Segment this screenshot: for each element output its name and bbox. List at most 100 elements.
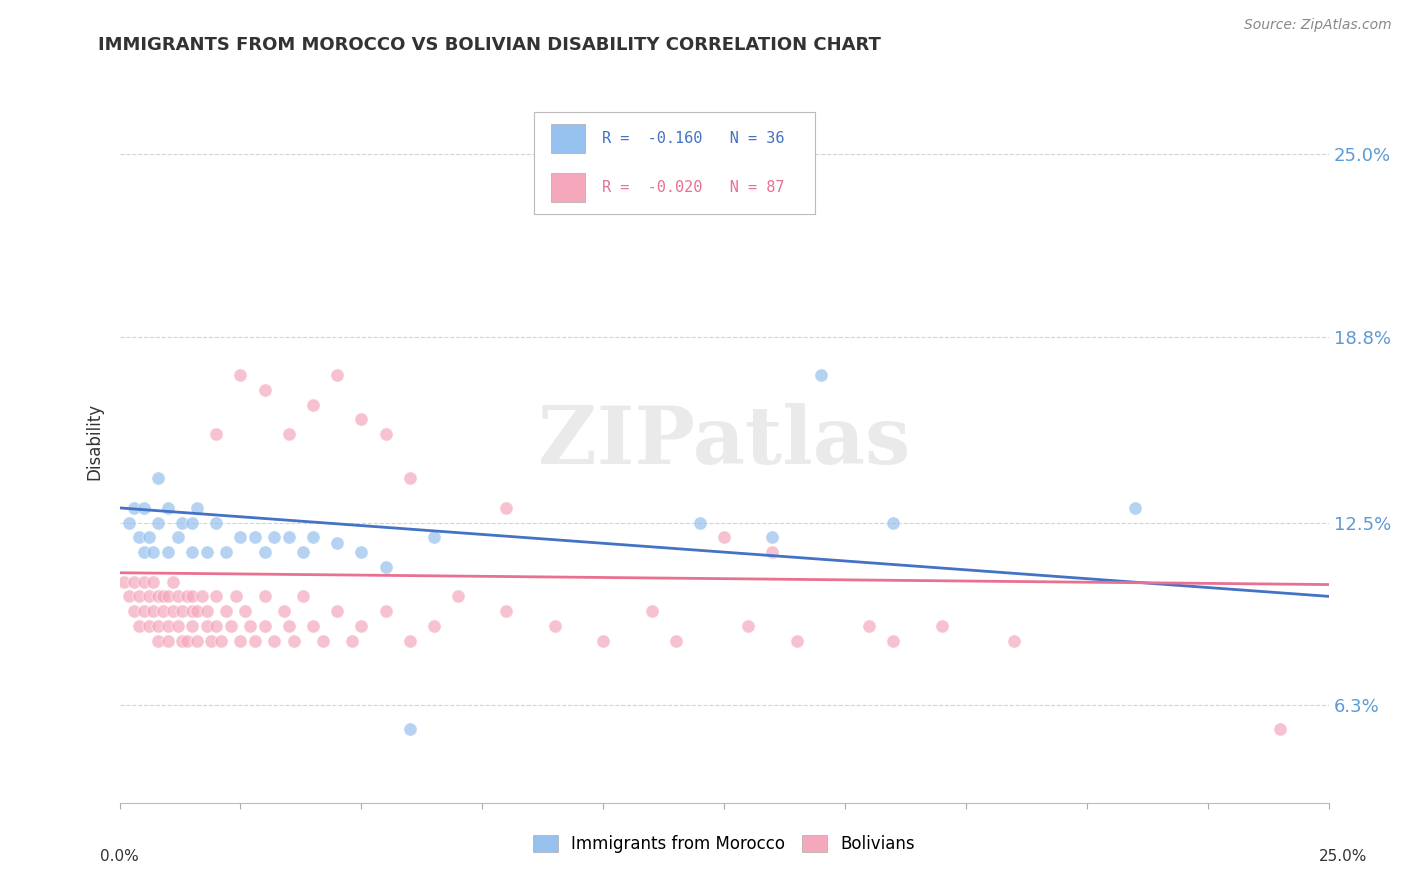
Point bbox=[374, 604, 396, 618]
Point bbox=[128, 590, 150, 604]
Point bbox=[640, 604, 662, 618]
Point bbox=[205, 619, 228, 633]
FancyBboxPatch shape bbox=[551, 173, 585, 202]
Text: ZIPatlas: ZIPatlas bbox=[538, 402, 910, 481]
Text: IMMIGRANTS FROM MOROCCO VS BOLIVIAN DISABILITY CORRELATION CHART: IMMIGRANTS FROM MOROCCO VS BOLIVIAN DISA… bbox=[98, 36, 882, 54]
Point bbox=[225, 590, 247, 604]
Point bbox=[253, 590, 276, 604]
Point bbox=[302, 398, 325, 412]
Point bbox=[374, 427, 396, 442]
Point bbox=[186, 500, 208, 515]
Point bbox=[112, 574, 135, 589]
Point bbox=[761, 545, 783, 559]
Point bbox=[142, 574, 165, 589]
Point bbox=[209, 633, 232, 648]
Point bbox=[243, 530, 266, 544]
Point bbox=[195, 545, 218, 559]
Point bbox=[166, 619, 188, 633]
Point bbox=[122, 500, 145, 515]
Point bbox=[138, 590, 160, 604]
Point bbox=[132, 545, 155, 559]
Point bbox=[239, 619, 262, 633]
Point bbox=[229, 633, 252, 648]
Point bbox=[253, 545, 276, 559]
Point bbox=[190, 590, 212, 604]
Point bbox=[172, 516, 194, 530]
Point bbox=[122, 604, 145, 618]
Text: R =  -0.020   N = 87: R = -0.020 N = 87 bbox=[602, 180, 785, 195]
Point bbox=[205, 516, 228, 530]
Point bbox=[398, 722, 420, 736]
Point bbox=[156, 500, 179, 515]
Point bbox=[181, 545, 204, 559]
Point bbox=[172, 633, 194, 648]
Point bbox=[152, 590, 174, 604]
Point bbox=[858, 619, 880, 633]
Point bbox=[1270, 722, 1292, 736]
Point bbox=[374, 560, 396, 574]
Point bbox=[544, 619, 567, 633]
Point bbox=[398, 471, 420, 485]
Point bbox=[233, 604, 256, 618]
Point bbox=[156, 590, 179, 604]
Text: 0.0%: 0.0% bbox=[100, 849, 139, 863]
Point bbox=[166, 530, 188, 544]
Point bbox=[205, 427, 228, 442]
Point bbox=[181, 516, 204, 530]
Point bbox=[142, 604, 165, 618]
Point bbox=[253, 383, 276, 397]
Point bbox=[152, 604, 174, 618]
Point bbox=[132, 574, 155, 589]
Point bbox=[350, 619, 373, 633]
Point bbox=[810, 368, 832, 383]
Point bbox=[156, 619, 179, 633]
Point bbox=[882, 516, 904, 530]
Point bbox=[277, 530, 299, 544]
Point bbox=[128, 619, 150, 633]
Point bbox=[118, 590, 141, 604]
Point bbox=[148, 633, 170, 648]
Point bbox=[138, 530, 160, 544]
Point bbox=[162, 574, 184, 589]
Point bbox=[162, 604, 184, 618]
Point bbox=[326, 536, 349, 550]
Point bbox=[273, 604, 295, 618]
Point bbox=[326, 368, 349, 383]
Point bbox=[132, 500, 155, 515]
Point bbox=[148, 590, 170, 604]
Point bbox=[350, 412, 373, 426]
Point bbox=[423, 619, 446, 633]
Point bbox=[176, 633, 198, 648]
Point bbox=[302, 530, 325, 544]
Legend: Immigrants from Morocco, Bolivians: Immigrants from Morocco, Bolivians bbox=[526, 828, 922, 860]
Point bbox=[176, 590, 198, 604]
Point bbox=[118, 516, 141, 530]
Point bbox=[340, 633, 363, 648]
Point bbox=[1123, 500, 1146, 515]
Text: 25.0%: 25.0% bbox=[1319, 849, 1367, 863]
Point bbox=[243, 633, 266, 648]
Point bbox=[148, 516, 170, 530]
Point bbox=[172, 604, 194, 618]
Point bbox=[215, 545, 238, 559]
Point bbox=[786, 633, 808, 648]
Point bbox=[263, 633, 285, 648]
Point bbox=[495, 604, 517, 618]
Point bbox=[1002, 633, 1025, 648]
Point bbox=[229, 530, 252, 544]
Point bbox=[132, 604, 155, 618]
Point bbox=[122, 574, 145, 589]
Point bbox=[219, 619, 242, 633]
Point bbox=[200, 633, 222, 648]
Point bbox=[195, 619, 218, 633]
Point bbox=[447, 590, 470, 604]
Point bbox=[166, 590, 188, 604]
Point bbox=[592, 633, 614, 648]
Point bbox=[156, 633, 179, 648]
Point bbox=[292, 590, 315, 604]
Point bbox=[205, 590, 228, 604]
Point bbox=[277, 427, 299, 442]
Point bbox=[229, 368, 252, 383]
Point bbox=[142, 545, 165, 559]
Point bbox=[882, 633, 904, 648]
